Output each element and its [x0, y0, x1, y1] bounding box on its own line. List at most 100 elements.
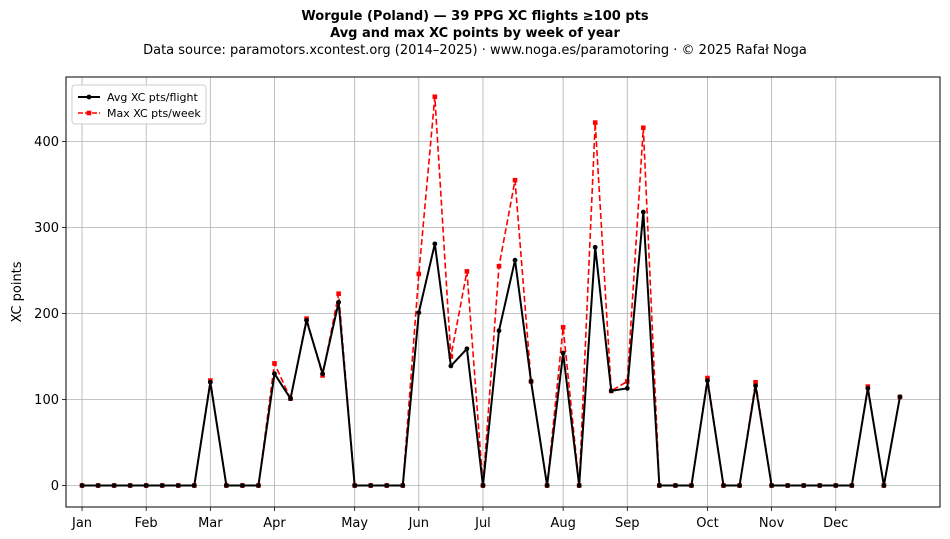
legend-label: Avg XC pts/flight	[107, 91, 198, 104]
x-tick-label: Feb	[135, 516, 158, 531]
y-tick-label: 400	[34, 135, 59, 150]
avg-point	[753, 383, 758, 389]
x-tick-label: Apr	[263, 516, 286, 531]
max-point	[560, 324, 566, 330]
avg-point	[464, 346, 470, 352]
x-axis: Jan Feb Mar Apr May Jun Jul Aug Sep Oct Nov Dec	[71, 507, 848, 531]
avg-point	[640, 209, 646, 215]
max-point	[592, 120, 598, 125]
series-layer	[79, 94, 903, 488]
x-tick-label: Mar	[198, 516, 223, 531]
avg-point	[496, 328, 502, 334]
avg-point	[849, 483, 855, 488]
max-point	[753, 380, 758, 385]
avg-point	[721, 483, 726, 488]
avg-point	[127, 483, 133, 488]
avg-point	[656, 483, 662, 488]
legend-box	[71, 84, 207, 125]
chart-titles: Worgule (Poland) — 39 PPG XC flights ≥10…	[0, 8, 950, 59]
avg-point	[528, 379, 534, 384]
y-tick-label: 200	[34, 307, 59, 322]
avg-point	[111, 483, 117, 488]
x-tick-label: May	[341, 516, 368, 531]
avg-point	[432, 241, 438, 247]
x-tick-label: Jan	[71, 516, 92, 531]
avg-point	[448, 363, 454, 369]
avg-point	[320, 371, 325, 377]
avg-point	[256, 483, 261, 488]
avg-point	[560, 350, 566, 356]
avg-point	[352, 483, 358, 488]
chart-subtitle: Avg and max XC points by week of year	[330, 26, 620, 41]
avg-point	[672, 483, 678, 488]
avg-point	[240, 483, 245, 488]
avg-point	[769, 483, 775, 488]
avg-point	[737, 483, 742, 488]
legend-label: Max XC pts/week	[107, 107, 201, 120]
max-point	[272, 361, 277, 366]
avg-point	[368, 483, 374, 488]
max-point	[432, 94, 438, 100]
y-tick-label: 300	[34, 221, 59, 236]
avg-point	[288, 396, 293, 402]
avg-point	[833, 483, 839, 488]
avg-point	[223, 483, 229, 488]
x-tick-label: Sep	[615, 516, 640, 531]
avg-point	[689, 483, 694, 488]
max-point	[448, 354, 454, 359]
avg-point	[416, 310, 422, 316]
avg-point	[576, 483, 582, 488]
avg-point	[881, 483, 887, 488]
max-point	[641, 125, 646, 131]
y-axis: 0 100 200 300 400	[34, 135, 66, 494]
avg-point	[785, 483, 791, 488]
avg-point	[159, 483, 165, 488]
max-point	[416, 271, 422, 277]
legend: Avg XC pts/flight Max XC pts/week	[71, 84, 207, 125]
max-point	[705, 375, 710, 381]
avg-point	[817, 483, 823, 488]
avg-point	[544, 483, 550, 488]
max-point	[512, 177, 518, 183]
plot-frame	[65, 76, 941, 508]
avg-point	[400, 483, 406, 488]
max-point	[496, 263, 502, 269]
chart-caption: Data source: paramotors.xcontest.org (20…	[143, 43, 807, 58]
x-tick-label: Oct	[696, 516, 718, 531]
legend-marker	[86, 110, 92, 116]
avg-point	[592, 244, 598, 250]
avg-point	[801, 483, 807, 488]
grid-lines	[66, 77, 940, 507]
avg-point	[608, 388, 614, 394]
y-tick-label: 0	[51, 479, 59, 494]
x-tick-label: Dec	[823, 516, 848, 531]
y-tick-label: 100	[34, 393, 59, 408]
legend-marker	[86, 94, 92, 100]
avg-point	[191, 483, 197, 488]
avg-point	[79, 483, 85, 488]
max-point	[464, 269, 470, 274]
x-tick-label: Jun	[408, 516, 429, 531]
avg-point	[480, 483, 486, 488]
avg-point	[95, 483, 101, 488]
series-line-avg	[82, 211, 901, 487]
avg-point	[624, 385, 630, 391]
avg-point	[272, 371, 277, 377]
avg-point	[143, 483, 149, 488]
avg-point	[705, 378, 710, 383]
x-tick-label: Jul	[474, 516, 491, 531]
avg-point	[384, 483, 390, 488]
avg-point	[336, 299, 342, 305]
max-point	[336, 291, 341, 297]
series-line-max	[82, 95, 901, 487]
avg-point	[207, 379, 213, 385]
chart-title: Worgule (Poland) — 39 PPG XC flights ≥10…	[301, 9, 649, 24]
y-axis-label: XC points	[10, 261, 25, 322]
x-tick-label: Aug	[550, 516, 575, 531]
avg-point	[897, 394, 903, 400]
x-tick-label: Nov	[759, 516, 785, 531]
avg-point	[175, 483, 181, 488]
avg-point	[304, 317, 309, 323]
avg-point	[512, 257, 518, 263]
